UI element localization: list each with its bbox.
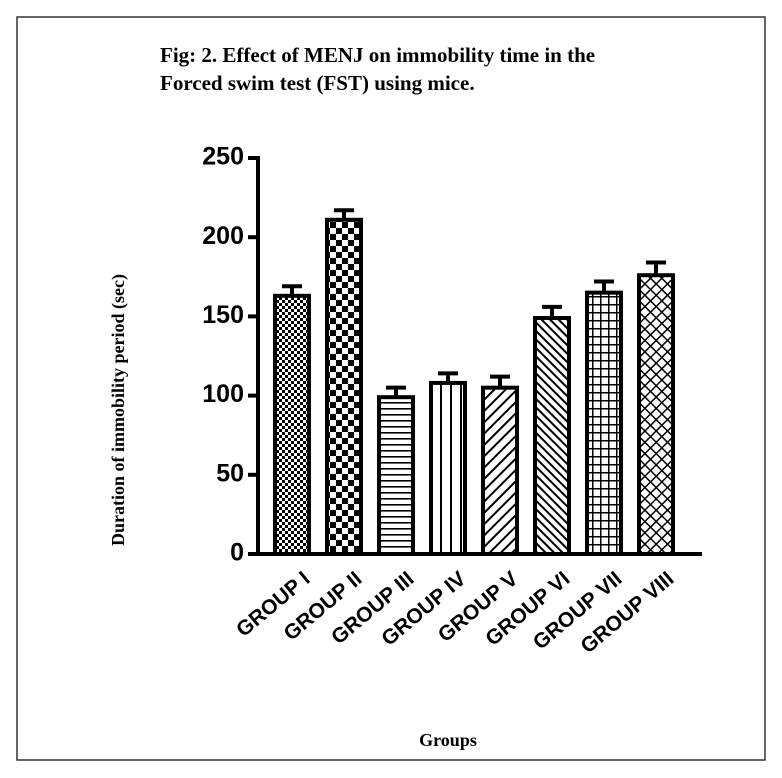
bar [481, 385, 519, 556]
error-bar [386, 385, 406, 398]
y-tick-label: 250 [202, 143, 244, 171]
error-bar [542, 304, 562, 318]
error-bar [490, 374, 510, 388]
y-tick-label: 150 [202, 301, 244, 329]
bar [429, 380, 467, 557]
bar [637, 273, 675, 556]
error-bar [334, 208, 354, 220]
y-axis-title: Duration of immobility period (sec) [108, 274, 129, 546]
y-tick-label: 50 [216, 459, 244, 487]
bar [585, 290, 623, 556]
y-tick-label: 200 [202, 222, 244, 250]
bar [533, 315, 571, 557]
bar [273, 293, 311, 556]
chart-title: Forced swim test (FST) using mice. [160, 71, 475, 95]
error-bar [594, 279, 614, 293]
bar [377, 395, 415, 556]
y-tick-label: 100 [202, 380, 244, 408]
chart-title: Fig: 2. Effect of MENJ on immobility tim… [160, 43, 595, 67]
error-bar [438, 371, 458, 383]
x-axis-title: Groups [419, 730, 477, 750]
error-bar [646, 260, 666, 276]
error-bar [282, 284, 302, 296]
bar [325, 217, 363, 556]
y-tick-label: 0 [230, 539, 244, 567]
